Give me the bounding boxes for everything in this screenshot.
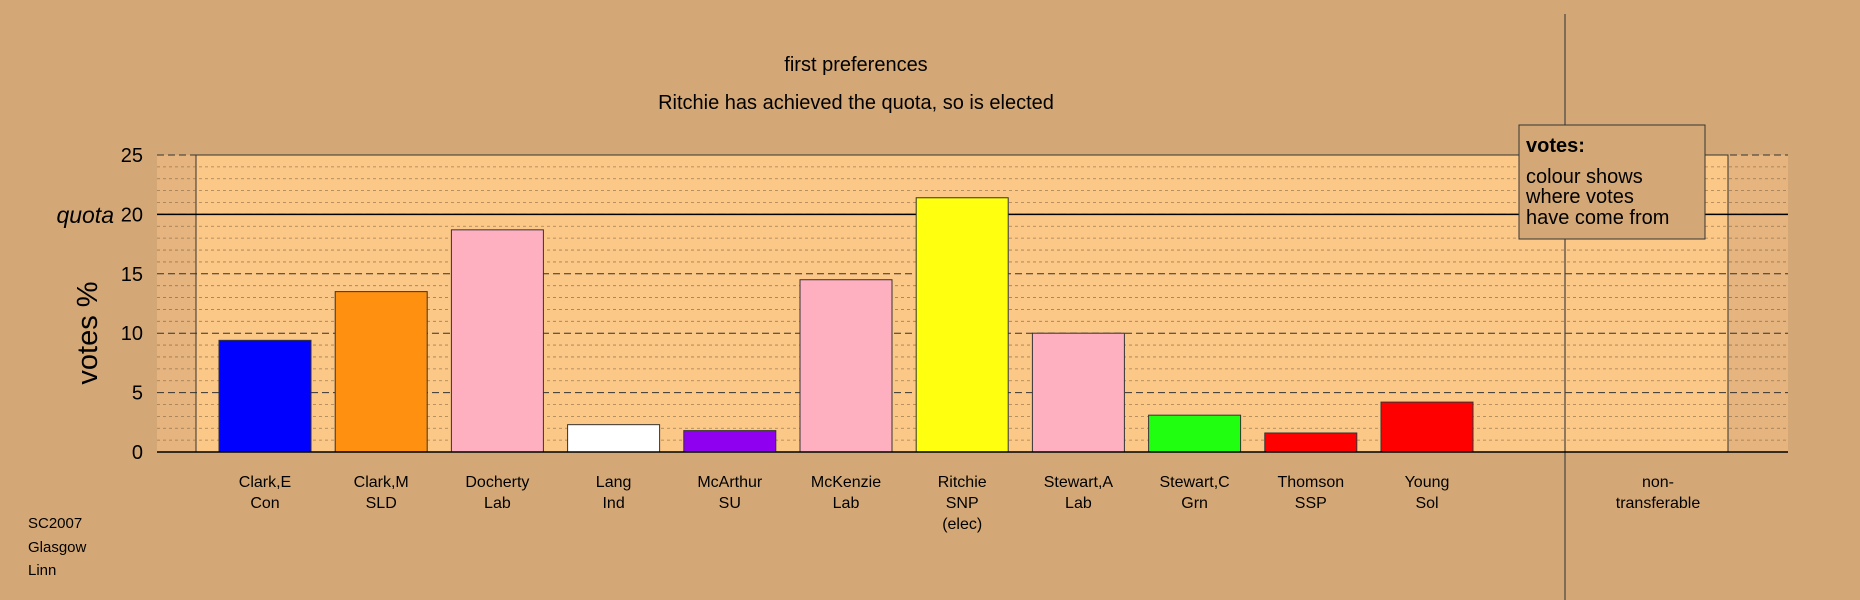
legend-line: where votes: [1525, 186, 1634, 208]
chart-title: first preferences: [784, 54, 927, 76]
bar: [799, 279, 893, 453]
category-label: SSP: [1295, 495, 1327, 512]
quota-label: quota: [56, 202, 114, 228]
category-label: Sol: [1415, 495, 1438, 512]
category-label: Stewart,C: [1159, 474, 1229, 491]
bar: [334, 291, 428, 453]
y-tick-label: 15: [121, 264, 143, 286]
category-label: Lab: [1065, 495, 1092, 512]
category-label: Clark,E: [239, 474, 291, 491]
legend: votes: colour shows where votes have com…: [1518, 124, 1706, 240]
y-tick-label: 0: [132, 442, 143, 464]
bar: [1264, 432, 1358, 453]
chart-subtitle: Ritchie has achieved the quota, so is el…: [658, 92, 1054, 114]
category-label: SU: [719, 495, 741, 512]
outside-band-left: [157, 155, 196, 452]
category-label: Docherty: [465, 474, 529, 491]
category-label: Lab: [833, 495, 860, 512]
legend-line: colour shows: [1526, 166, 1643, 188]
y-axis: 0 5 10 15 20 25: [121, 145, 1788, 464]
category-label: McArthur: [697, 474, 763, 491]
bar: [450, 229, 544, 453]
category-label: Lab: [484, 495, 511, 512]
bar: [567, 424, 661, 453]
note-city: Glasgow: [28, 539, 87, 556]
y-axis-label: votes %: [72, 281, 104, 384]
category-label: SNP: [946, 495, 979, 512]
category-label: Ind: [602, 495, 624, 512]
note-ward: Linn: [28, 562, 57, 579]
category-label: Ritchie: [938, 474, 987, 491]
category-label: SLD: [366, 495, 397, 512]
category-label: Lang: [596, 474, 632, 491]
bar: [683, 430, 777, 453]
nontransferable-label: non-: [1642, 474, 1674, 491]
category-labels: Clark,E Con Clark,M SLD Docherty Lab Lang Ind Mc…: [239, 474, 1701, 533]
legend-line: have come from: [1526, 207, 1669, 229]
bar: [1148, 414, 1242, 453]
category-label: Thomson: [1277, 474, 1344, 491]
bar: [1031, 332, 1125, 453]
outside-band-right: [1728, 155, 1788, 452]
bar: [1380, 401, 1474, 453]
category-label: McKenzie: [811, 474, 881, 491]
y-tick-label: 5: [132, 383, 143, 405]
y-tick-label: 20: [121, 204, 143, 226]
category-label: Stewart,A: [1044, 474, 1114, 491]
category-label: Clark,M: [354, 474, 409, 491]
y-tick-label: 25: [121, 145, 143, 167]
note-election: SC2007: [28, 515, 83, 532]
category-label: Con: [250, 495, 279, 512]
bar: [915, 197, 1009, 453]
category-label: (elec): [942, 516, 982, 533]
legend-title: votes:: [1526, 135, 1585, 157]
bar: [218, 339, 312, 453]
bars: [218, 197, 1474, 453]
category-label: Grn: [1181, 495, 1208, 512]
y-tick-label: 10: [121, 323, 143, 345]
category-label: Young: [1405, 474, 1450, 491]
nontransferable-label: transferable: [1616, 495, 1701, 512]
